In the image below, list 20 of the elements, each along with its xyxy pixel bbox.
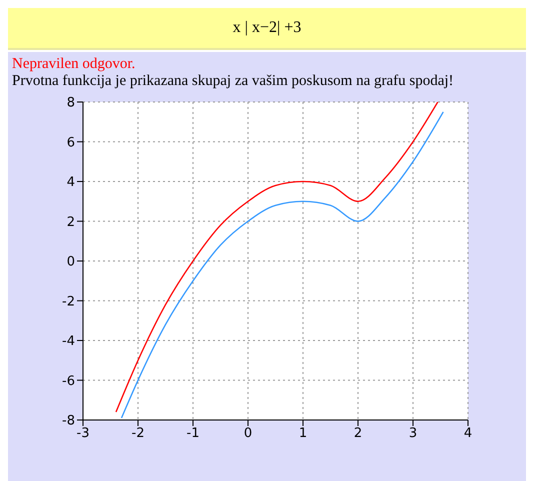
chart-subtitle: Nepravilen odgovor. [11,56,136,73]
x-tick-label: 2 [354,426,362,442]
y-tick-label: -8 [62,414,75,429]
y-tick-label: 0 [66,254,75,270]
y-tick-label: -2 [62,294,75,310]
y-tick-label: 6 [66,135,75,150]
y-tick-label: -4 [62,334,75,350]
x-tick-label: -2 [132,426,144,442]
y-tick-label: 4 [66,175,75,190]
text: Prvotna funkcija je prikazana skupaj za vašim poskusom na grafu spodaj! [11,73,455,90]
x-tick-label: 0 [244,426,252,442]
x-tick-label: -1 [186,426,200,442]
y-tick-label: -6 [62,374,75,389]
x-tick-label: 3 [408,426,418,442]
chart-title: x | x−2| +3 [232,19,302,37]
x-tick-label: 1 [298,426,308,442]
y-tick-label: 2 [66,214,75,230]
y-tick-label: 8 [66,96,75,111]
x-tick-label: 4 [464,426,472,442]
x-tick-label: -3 [76,426,90,442]
